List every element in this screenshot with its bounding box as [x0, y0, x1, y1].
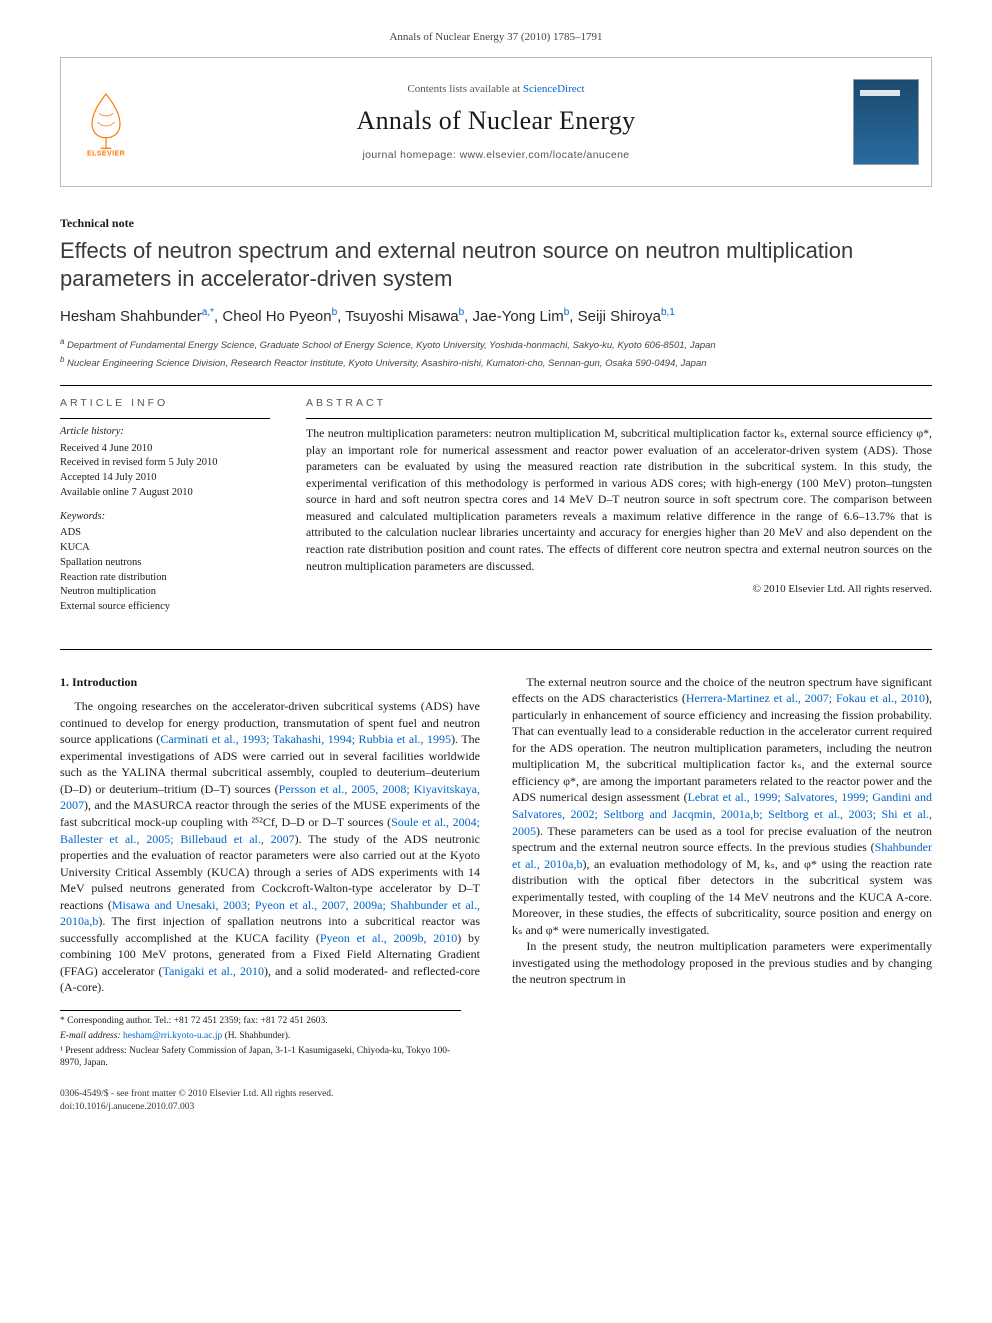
author-aff: b: [332, 307, 338, 318]
citation-link[interactable]: Pyeon et al., 2009b, 2010: [320, 931, 457, 945]
author-aff: b: [459, 307, 465, 318]
author-corr: *: [210, 307, 214, 318]
body-para: In the present study, the neutron multip…: [512, 938, 932, 988]
email-footnote: E-mail address: hesham@rri.kyoto-u.ac.jp…: [60, 1030, 461, 1043]
history-block: Article history: Received 4 June 2010 Re…: [60, 418, 270, 614]
corr-footnote: * Corresponding author. Tel.: +81 72 451…: [60, 1015, 461, 1028]
body-text: ). These parameters can be used as a too…: [512, 824, 932, 855]
homepage-url[interactable]: www.elsevier.com/locate/anucene: [460, 149, 630, 161]
history-line: Available online 7 August 2010: [60, 486, 270, 501]
history-label: Article history:: [60, 425, 270, 439]
masthead-center: Contents lists available at ScienceDirec…: [151, 58, 841, 186]
publisher-logo-label: ELSEVIER: [87, 150, 125, 157]
affil-key: b: [60, 355, 64, 364]
keywords-label: Keywords:: [60, 510, 270, 524]
email-label: E-mail address:: [60, 1031, 121, 1041]
author-aff: b,1: [661, 307, 675, 318]
footer-doi: doi:10.1016/j.anucene.2010.07.003: [60, 1101, 333, 1114]
keyword: External source efficiency: [60, 600, 270, 615]
keyword: ADS: [60, 526, 270, 541]
abstract-text: The neutron multiplication parameters: n…: [306, 425, 932, 574]
rule: [60, 385, 932, 386]
affil-text: Department of Fundamental Energy Science…: [67, 340, 716, 351]
homepage-line: journal homepage: www.elsevier.com/locat…: [362, 148, 629, 162]
article-info-col: ARTICLE INFO Article history: Received 4…: [60, 396, 270, 628]
keyword: Neutron multiplication: [60, 585, 270, 600]
abstract-block: The neutron multiplication parameters: n…: [306, 418, 932, 596]
page-footer: 0306-4549/$ - see front matter © 2010 El…: [60, 1088, 932, 1114]
author-aff: b: [564, 307, 570, 318]
article-info-head: ARTICLE INFO: [60, 396, 270, 410]
abstract-head: ABSTRACT: [306, 396, 932, 410]
footer-copyright: 0306-4549/$ - see front matter © 2010 El…: [60, 1088, 333, 1101]
info-grid: ARTICLE INFO Article history: Received 4…: [60, 396, 932, 628]
author-name: Hesham Shahbunder: [60, 308, 202, 325]
author-name: Seiji Shiroya: [578, 308, 661, 325]
history-line: Received 4 June 2010: [60, 442, 270, 457]
body-columns: 1. Introduction The ongoing researches o…: [60, 674, 932, 996]
affil-text: Nuclear Engineering Science Division, Re…: [67, 358, 706, 369]
publisher-logo-cell: ELSEVIER: [61, 58, 151, 186]
body-para: The ongoing researches on the accelerato…: [60, 698, 480, 996]
rule: [60, 649, 932, 650]
affiliation: a Department of Fundamental Energy Scien…: [60, 337, 932, 353]
body-para: The external neutron source and the choi…: [512, 674, 932, 939]
present-address-footnote: ¹ Present address: Nuclear Safety Commis…: [60, 1045, 461, 1071]
abstract-col: ABSTRACT The neutron multiplication para…: [306, 396, 932, 628]
history-line: Received in revised form 5 July 2010: [60, 456, 270, 471]
citation-link[interactable]: Herrera-Martinez et al., 2007; Fokau et …: [686, 691, 925, 705]
body-text: In the present study, the neutron multip…: [512, 939, 932, 986]
author-name: Tsuyoshi Misawa: [345, 308, 458, 325]
history-line: Accepted 14 July 2010: [60, 471, 270, 486]
author-name: Cheol Ho Pyeon: [222, 308, 331, 325]
affil-key: a: [60, 337, 64, 346]
affiliation: b Nuclear Engineering Science Division, …: [60, 355, 932, 371]
homepage-prefix: journal homepage:: [362, 149, 459, 161]
keyword: Spallation neutrons: [60, 556, 270, 571]
article-type: Technical note: [60, 215, 932, 231]
email-link[interactable]: hesham@rri.kyoto-u.ac.jp: [123, 1031, 222, 1041]
article-title: Effects of neutron spectrum and external…: [60, 237, 932, 292]
cover-cell: [841, 58, 931, 186]
keyword: Reaction rate distribution: [60, 571, 270, 586]
section-heading: 1. Introduction: [60, 674, 480, 691]
email-tail: (H. Shahbunder).: [222, 1031, 290, 1041]
contents-line: Contents lists available at ScienceDirec…: [407, 82, 584, 97]
abstract-copyright: © 2010 Elsevier Ltd. All rights reserved…: [306, 582, 932, 597]
authors-line: Hesham Shahbundera,*, Cheol Ho Pyeonb, T…: [60, 306, 932, 327]
author-name: Jae-Yong Lim: [473, 308, 564, 325]
citation-link[interactable]: Carminati et al., 1993; Takahashi, 1994;…: [160, 732, 451, 746]
citation-link[interactable]: Tanigaki et al., 2010: [163, 964, 264, 978]
footer-left: 0306-4549/$ - see front matter © 2010 El…: [60, 1088, 333, 1114]
header-citation: Annals of Nuclear Energy 37 (2010) 1785–…: [60, 30, 932, 45]
sciencedirect-link[interactable]: ScienceDirect: [523, 83, 585, 95]
keyword: KUCA: [60, 541, 270, 556]
footnotes: * Corresponding author. Tel.: +81 72 451…: [60, 1010, 461, 1070]
contents-prefix: Contents lists available at: [407, 83, 522, 95]
elsevier-tree-icon: ELSEVIER: [76, 87, 136, 157]
journal-title: Annals of Nuclear Energy: [357, 103, 636, 138]
author-aff: a,: [202, 307, 210, 318]
masthead: ELSEVIER Contents lists available at Sci…: [60, 57, 932, 187]
body-text: ), particularly in enhancement of source…: [512, 691, 932, 804]
journal-cover-thumb: [853, 79, 919, 165]
